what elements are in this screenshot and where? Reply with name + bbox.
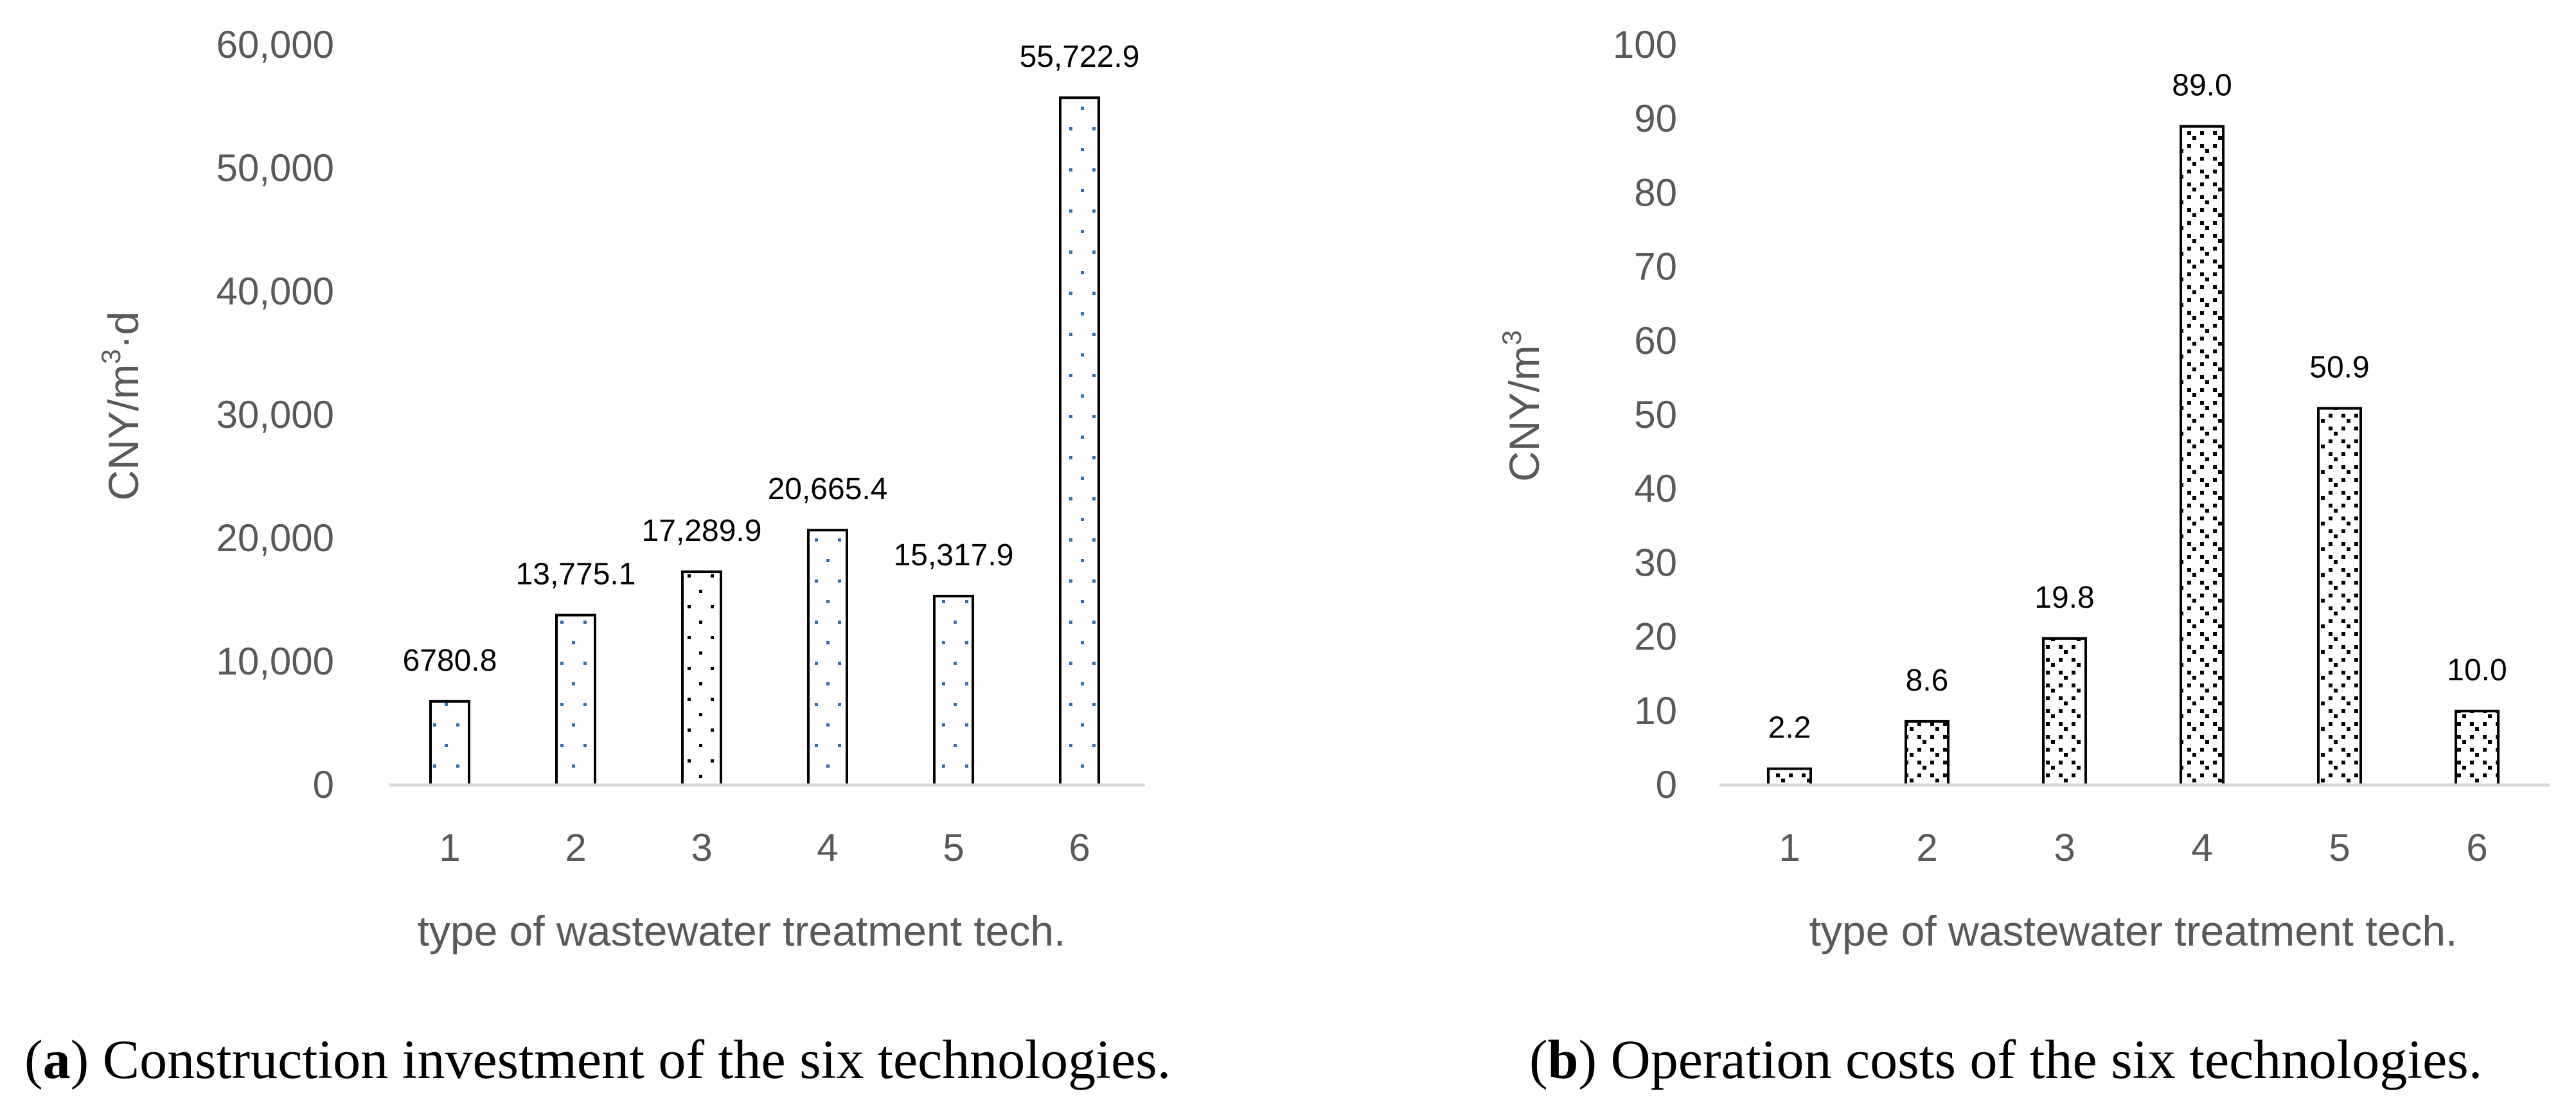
y-tick-label: 50,000 bbox=[216, 146, 334, 190]
x-tick-label: 2 bbox=[1916, 826, 1937, 869]
y-tick-label: 50 bbox=[1634, 393, 1677, 436]
bar bbox=[555, 613, 596, 786]
caption-b: (b) Operation costs of the six technolog… bbox=[1529, 1028, 2482, 1090]
data-labels: 2.2 8.6 19.8 89.0 50.9 10.0 bbox=[1768, 69, 2507, 745]
y-tick-label: 0 bbox=[1656, 763, 1677, 806]
bar bbox=[681, 570, 722, 787]
x-tick-label: 5 bbox=[943, 826, 964, 869]
y-tick-label: 100 bbox=[1613, 23, 1677, 66]
bar bbox=[933, 594, 974, 786]
y-tick-label: 70 bbox=[1634, 245, 1677, 288]
x-axis-ticks: 1 2 3 4 5 6 bbox=[439, 826, 1090, 869]
data-label: 20,665.4 bbox=[768, 472, 888, 506]
data-label: 89.0 bbox=[2172, 69, 2232, 103]
y-tick-label: 20 bbox=[1634, 615, 1677, 658]
y-tick-label: 60 bbox=[1634, 319, 1677, 362]
data-label: 6780.8 bbox=[403, 644, 497, 678]
data-label: 55,722.9 bbox=[1020, 40, 1140, 74]
bar bbox=[1059, 96, 1100, 786]
x-tick-label: 4 bbox=[817, 826, 838, 869]
bar bbox=[2455, 709, 2500, 787]
y-tick-label: 30 bbox=[1634, 541, 1677, 584]
data-label: 15,317.9 bbox=[894, 538, 1014, 572]
bar bbox=[2180, 125, 2225, 787]
bars bbox=[429, 96, 1100, 787]
data-label: 50.9 bbox=[2309, 351, 2369, 385]
data-label: 19.8 bbox=[2034, 581, 2094, 615]
y-tick-label: 20,000 bbox=[216, 516, 334, 560]
data-label: 2.2 bbox=[1768, 711, 1811, 745]
x-axis-title: type of wastewater treatment tech. bbox=[418, 907, 1066, 955]
x-tick-label: 3 bbox=[2054, 826, 2075, 869]
y-tick-label: 80 bbox=[1634, 171, 1677, 214]
y-tick-label: 40 bbox=[1634, 467, 1677, 510]
data-label: 8.6 bbox=[1906, 664, 1949, 698]
data-label: 17,289.9 bbox=[642, 514, 762, 548]
chart-b-operation-costs: 0 10 20 30 40 50 60 70 80 90 100 1 2 3 4 5 6 2.2 8.6 19.8… bbox=[1497, 23, 2550, 1090]
x-axis-ticks: 1 2 3 4 5 6 bbox=[1779, 826, 2487, 869]
caption-a: (a) Construction investment of the six t… bbox=[24, 1028, 1171, 1090]
bar bbox=[1767, 767, 1812, 787]
bar bbox=[2317, 407, 2362, 786]
x-axis-title: type of wastewater treatment tech. bbox=[1809, 907, 2458, 955]
chart-a-construction-investment: 0 10,000 20,000 30,000 40,000 50,000 60,000 1 2… bbox=[24, 23, 1171, 1090]
x-tick-label: 1 bbox=[1779, 826, 1800, 869]
x-tick-label: 2 bbox=[565, 826, 586, 869]
y-axis-ticks: 0 10 20 30 40 50 60 70 80 90 100 bbox=[1613, 23, 1677, 806]
data-labels: 6780.8 13,775.117,289.920,665.415,317.9 55… bbox=[403, 40, 1140, 678]
data-label: 13,775.1 bbox=[516, 558, 636, 592]
y-axis-title: CNY/m3·d bbox=[96, 312, 147, 501]
data-label: 10.0 bbox=[2447, 653, 2507, 687]
bar bbox=[1905, 719, 1950, 786]
x-tick-label: 6 bbox=[1069, 826, 1090, 869]
bar bbox=[807, 529, 848, 786]
y-tick-label: 30,000 bbox=[216, 393, 334, 436]
y-tick-label: 60,000 bbox=[216, 23, 334, 66]
bar bbox=[2042, 637, 2087, 786]
x-tick-label: 4 bbox=[2191, 826, 2212, 869]
x-tick-label: 6 bbox=[2466, 826, 2487, 869]
x-tick-label: 1 bbox=[439, 826, 460, 869]
y-tick-label: 90 bbox=[1634, 97, 1677, 140]
y-tick-label: 40,000 bbox=[216, 270, 334, 313]
y-tick-label: 10,000 bbox=[216, 640, 334, 683]
bar bbox=[429, 700, 470, 786]
y-tick-label: 10 bbox=[1634, 689, 1677, 732]
y-axis-ticks: 0 10,000 20,000 30,000 40,000 50,000 60,000 bbox=[216, 23, 334, 806]
y-axis-title: CNY/m3 bbox=[1497, 330, 1548, 482]
x-tick-label: 3 bbox=[691, 826, 712, 869]
bars bbox=[1767, 125, 2500, 787]
y-tick-label: 0 bbox=[313, 763, 334, 806]
x-tick-label: 5 bbox=[2329, 826, 2350, 869]
